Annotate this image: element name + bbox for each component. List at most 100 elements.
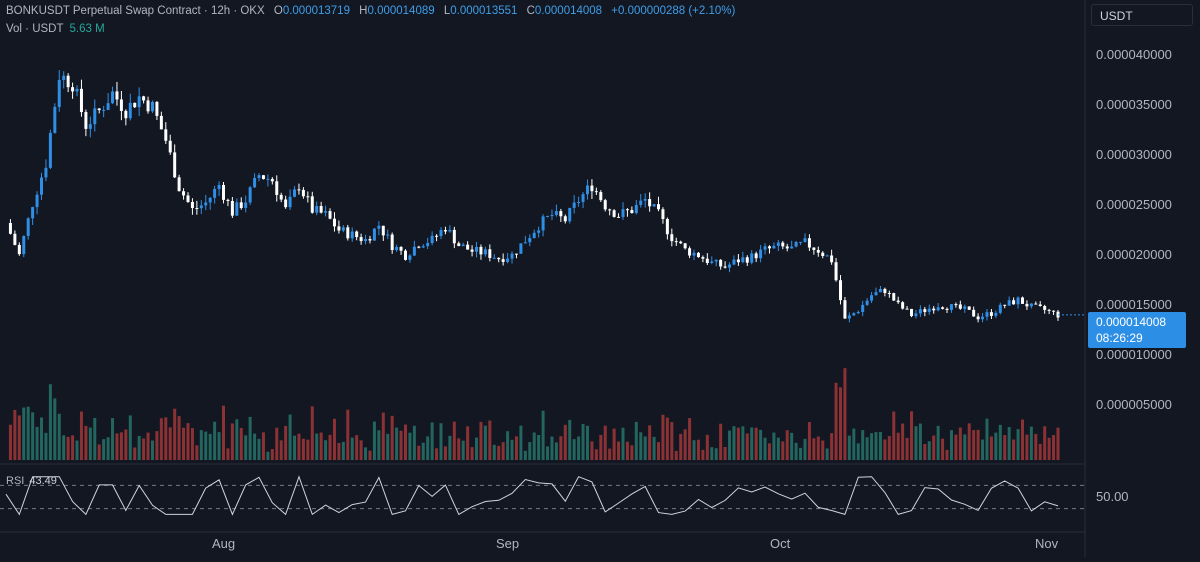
volume-bar (159, 418, 163, 460)
volume-bar (945, 449, 949, 460)
volume-bar (226, 448, 230, 460)
volume-bar (35, 426, 39, 460)
volume-bar (133, 447, 137, 460)
volume-bar (364, 447, 368, 460)
volume-bar (97, 444, 101, 460)
volume-bar (190, 428, 194, 460)
candle-body (927, 308, 931, 312)
volume-bar (954, 434, 958, 460)
candle-body (111, 91, 115, 104)
volume-bar (914, 426, 918, 460)
volume-bar (199, 430, 203, 460)
volume-bar (461, 440, 465, 460)
volume-bar (150, 440, 154, 460)
volume-bar (998, 424, 1002, 460)
candle-body (461, 244, 465, 247)
volume-bar (79, 411, 83, 460)
candle-body (723, 266, 727, 268)
volume-bar (705, 434, 709, 460)
candle-body (372, 228, 376, 241)
volume-bar (8, 424, 12, 460)
candle-body (159, 115, 163, 130)
candle-body (297, 189, 301, 191)
time-axis-tick: Oct (770, 536, 791, 551)
candle-body (807, 238, 811, 248)
volume-bar (386, 433, 390, 460)
volume-bar (967, 423, 971, 460)
candle-body (994, 312, 998, 316)
candle-body (732, 259, 736, 265)
candle-body (1038, 304, 1042, 307)
volume-bar (799, 447, 803, 460)
rsi-legend[interactable]: RSI 43.49 (6, 475, 57, 487)
volume-bar (728, 430, 732, 460)
volume-bar (861, 430, 865, 460)
volume-bar (1007, 427, 1011, 460)
candle-body (785, 246, 789, 249)
candle-body (776, 242, 780, 246)
candle-body (967, 306, 971, 310)
volume-bar (679, 433, 683, 460)
candle-body (439, 230, 443, 237)
volume-bar (244, 435, 248, 460)
candle-body (142, 96, 146, 101)
candle-body (989, 312, 993, 316)
candle-body (878, 288, 882, 293)
volume-bar (941, 438, 945, 460)
low-value: 0.000013551 (450, 5, 518, 17)
volume-bar (111, 418, 115, 460)
volume-bar (807, 422, 811, 460)
volume-bar (754, 427, 758, 460)
candle-body (8, 223, 12, 234)
candle-body (754, 253, 758, 259)
volume-bar (923, 444, 927, 460)
candle-body (772, 245, 776, 249)
price-axis-tick: 0.000010000 (1096, 347, 1172, 362)
candle-body (257, 175, 261, 178)
volume-bar (506, 431, 510, 460)
candle-body (954, 304, 958, 306)
volume-bar (1034, 433, 1038, 460)
candle-body (230, 200, 234, 216)
volume-bar (84, 425, 88, 460)
volume-bar (57, 413, 61, 460)
volume-bar (13, 409, 17, 460)
candle-body (541, 216, 545, 231)
volume-bar (75, 440, 79, 460)
low-label: L (443, 5, 451, 17)
candle-body (648, 199, 652, 207)
candle-body (466, 244, 470, 250)
candle-body (701, 257, 705, 259)
volume-bar (124, 429, 128, 460)
candle-body (222, 184, 226, 200)
candle-body (630, 210, 634, 214)
candle-body (945, 308, 949, 310)
candle-body (492, 257, 496, 259)
volume-bar (688, 418, 692, 460)
volume-bar (865, 437, 869, 460)
volume-bar (346, 409, 350, 460)
candle-body (408, 255, 412, 260)
volume-bar (17, 415, 21, 460)
candle-body (457, 243, 461, 247)
volume-bar (972, 430, 976, 460)
volume-bar (896, 432, 900, 460)
volume-legend[interactable]: Vol · USDT 5.63 M (6, 23, 105, 35)
volume-bar (1003, 435, 1007, 460)
candle-body (696, 252, 700, 258)
candle-body (781, 242, 785, 247)
price-axis-tick: 0.000025000 (1096, 197, 1172, 212)
price-axis-tick: 0.000020000 (1096, 247, 1172, 262)
volume-bar (759, 429, 763, 460)
symbol-title[interactable]: BONKUSDT Perpetual Swap Contract · 12h ·… (6, 5, 265, 17)
volume-bar (878, 431, 882, 460)
unit-selector[interactable]: USDT (1091, 4, 1193, 26)
volume-bar (821, 440, 825, 460)
candle-body (976, 316, 980, 320)
candle-body (563, 216, 567, 222)
candle-body (661, 209, 665, 220)
volume-bar (483, 425, 487, 460)
candle-body (750, 253, 754, 263)
